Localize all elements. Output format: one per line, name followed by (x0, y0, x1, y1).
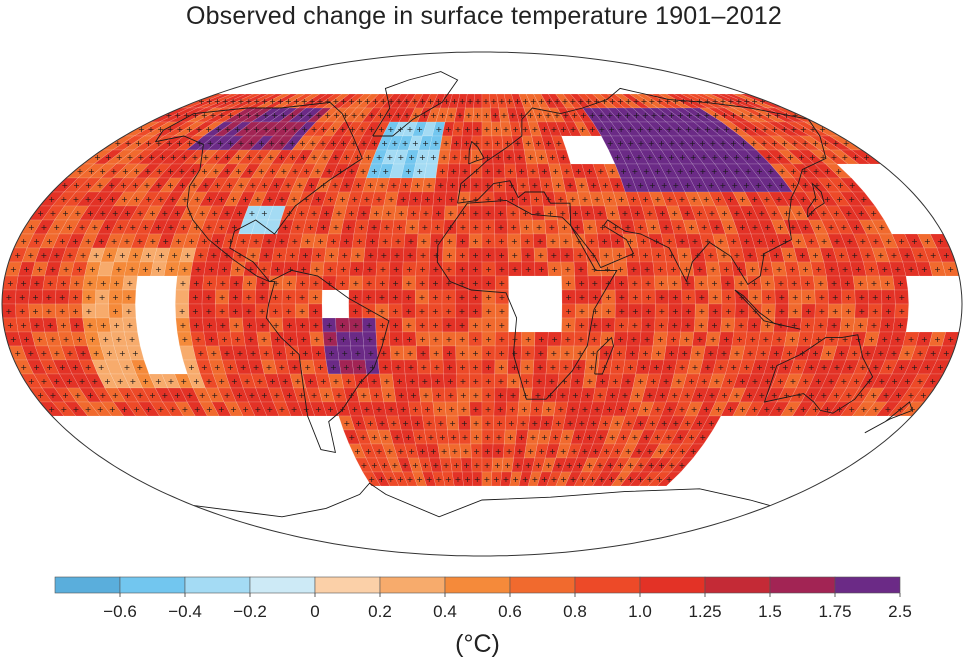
legend-bin (574, 576, 641, 594)
legend-tick-label: 0 (310, 602, 319, 621)
legend-tick-label: 1.5 (758, 602, 782, 621)
legend-bin (639, 576, 706, 594)
legend-bin (54, 576, 121, 594)
colorbar-units: (°C) (455, 630, 500, 658)
legend-bin (834, 576, 901, 594)
legend-tick-label: −0.2 (233, 602, 267, 621)
legend-tick-label: 0.8 (563, 602, 587, 621)
world-map: + + + + + + + + + + + + + + + + + + + + + + + + + + + + + + + + + + + + + + + +… (1, 51, 963, 557)
legend-tick-label: 2.5 (888, 602, 912, 621)
legend-tick-label: −0.4 (168, 602, 202, 621)
legend-bin (704, 576, 771, 594)
legend-tick-label: 1.25 (688, 602, 721, 621)
legend-bin (119, 576, 186, 594)
legend-tick-label: 1.0 (628, 602, 652, 621)
chart-title: Observed change in surface temperature 1… (185, 2, 783, 30)
legend-bin (249, 576, 316, 594)
legend-bin (509, 576, 576, 594)
legend-tick-label: 0.2 (368, 602, 392, 621)
legend-tick-label: 0.6 (498, 602, 522, 621)
legend-bin (379, 576, 446, 594)
legend-tick-label: −0.6 (103, 602, 137, 621)
grid-cells (2, 93, 960, 487)
legend-bin (769, 576, 836, 594)
legend-bin (184, 576, 251, 594)
legend-bin (314, 576, 381, 594)
legend-bin (444, 576, 511, 594)
legend-tick-label: 0.4 (433, 602, 457, 621)
legend-tick-label: 1.75 (818, 602, 851, 621)
